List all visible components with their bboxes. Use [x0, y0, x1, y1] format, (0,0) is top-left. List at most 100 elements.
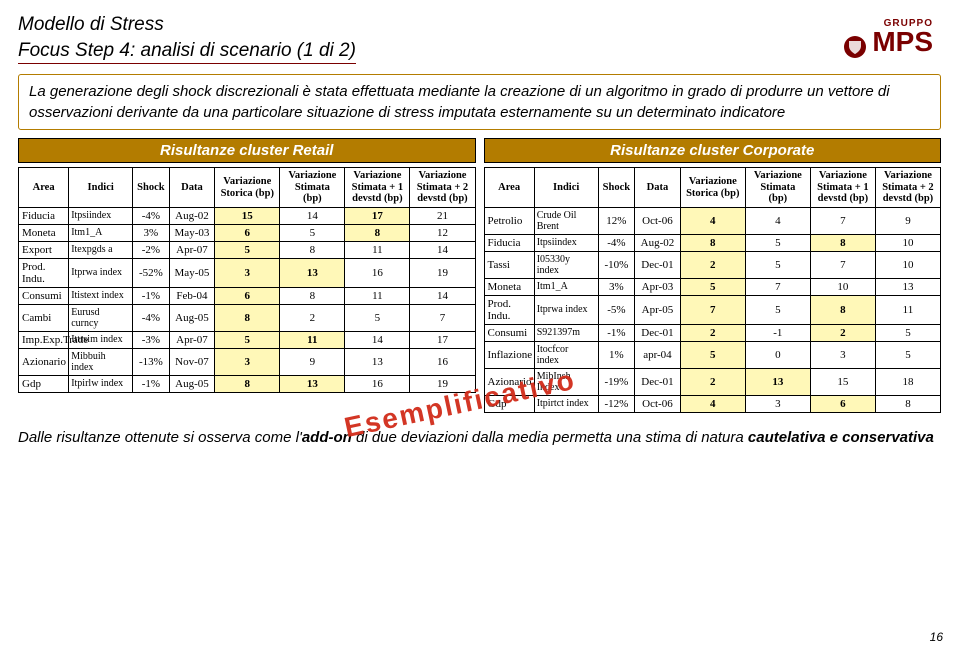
- table-row: AzionarioMibInshIndex-19%Dec-012131518: [484, 368, 941, 395]
- cell-value: 4: [680, 395, 745, 412]
- cell-value: 15: [215, 207, 280, 224]
- cell-shock: -4%: [133, 207, 170, 224]
- logo-big-text: MPS: [872, 26, 933, 57]
- cell-indici: Itocfcorindex: [534, 341, 598, 368]
- cell-indici: I05330yindex: [534, 251, 598, 278]
- gruppo-mps-logo: GRUPPO MPS: [842, 18, 933, 60]
- cell-value: 5: [345, 304, 410, 331]
- cell-shock: -4%: [598, 234, 635, 251]
- cell-value: 8: [345, 224, 410, 241]
- cell-indici: Itpirlw index: [69, 375, 133, 392]
- cell-value: 5: [280, 224, 345, 241]
- title-block: Modello di Stress Focus Step 4: analisi …: [18, 12, 941, 64]
- cell-value: 14: [345, 331, 410, 348]
- table-row: Prod. Indu.Itprwa index-52%May-053131619: [19, 258, 476, 287]
- cell-indici: Eurusdcurncy: [69, 304, 133, 331]
- table-row: PetrolioCrude OilBrent12%Oct-064479: [484, 207, 941, 234]
- cell-value: 3: [745, 395, 810, 412]
- cell-value: 7: [810, 207, 875, 234]
- cell-shock: -52%: [133, 258, 170, 287]
- cell-value: 5: [215, 241, 280, 258]
- col-header: Data: [635, 168, 681, 208]
- col-header: Area: [19, 168, 69, 208]
- cell-value: 9: [280, 348, 345, 375]
- cell-shock: -10%: [598, 251, 635, 278]
- cell-data: Oct-06: [635, 395, 681, 412]
- cell-indici: Itexpgds a: [69, 241, 133, 258]
- cluster-header-retail: Risultanze cluster Retail: [18, 138, 476, 163]
- cell-value: 5: [680, 278, 745, 295]
- cell-value: 16: [410, 348, 475, 375]
- cell-value: 7: [680, 295, 745, 324]
- cell-data: Nov-07: [169, 348, 215, 375]
- page-header: Modello di Stress Focus Step 4: analisi …: [18, 12, 941, 64]
- cell-data: Oct-06: [635, 207, 681, 234]
- cell-data: Dec-01: [635, 324, 681, 341]
- page-number: 16: [930, 630, 943, 644]
- title-line-1: Modello di Stress: [18, 12, 941, 38]
- corporate-table: AreaIndiciShockDataVariazioneStorica (bp…: [484, 167, 942, 413]
- cell-shock: -1%: [598, 324, 635, 341]
- cell-data: Apr-03: [635, 278, 681, 295]
- cell-value: 14: [410, 241, 475, 258]
- cell-value: 8: [875, 395, 940, 412]
- cell-value: 13: [345, 348, 410, 375]
- cell-value: 8: [810, 234, 875, 251]
- cell-shock: -1%: [133, 375, 170, 392]
- col-header: Shock: [133, 168, 170, 208]
- table-row: InflazioneItocfcorindex1%apr-045035: [484, 341, 941, 368]
- cell-value: 2: [680, 368, 745, 395]
- cell-value: 14: [410, 287, 475, 304]
- description-box: La generazione degli shock discrezionali…: [18, 74, 941, 130]
- cell-data: Aug-02: [635, 234, 681, 251]
- cell-area: Imp.Exp.Trade: [19, 331, 69, 348]
- cell-area: Azionario: [484, 368, 534, 395]
- cell-value: 6: [215, 224, 280, 241]
- cell-data: Apr-07: [169, 331, 215, 348]
- table-row: Prod. Indu.Itprwa index-5%Apr-0575811: [484, 295, 941, 324]
- cell-shock: -4%: [133, 304, 170, 331]
- cell-area: Fiducia: [484, 234, 534, 251]
- cell-shock: -2%: [133, 241, 170, 258]
- cell-value: 5: [215, 331, 280, 348]
- cell-data: apr-04: [635, 341, 681, 368]
- table-row: GdpItpirlw index-1%Aug-058131619: [19, 375, 476, 392]
- table-row: ConsumiItistext index-1%Feb-04681114: [19, 287, 476, 304]
- table-row: FiduciaItpsiindex-4%Aug-0215141721: [19, 207, 476, 224]
- cell-shock: -12%: [598, 395, 635, 412]
- title-line-2: Focus Step 4: analisi di scenario (1 di …: [18, 38, 356, 65]
- cell-area: Gdp: [19, 375, 69, 392]
- cell-area: Inflazione: [484, 341, 534, 368]
- cell-value: 15: [810, 368, 875, 395]
- footer-mid: di due deviazioni dalla media permetta u…: [352, 429, 748, 446]
- table-row: FiduciaItpsiindex-4%Aug-0285810: [484, 234, 941, 251]
- cell-area: Prod. Indu.: [484, 295, 534, 324]
- cell-value: 17: [410, 331, 475, 348]
- cell-indici: Itpsiindex: [69, 207, 133, 224]
- cell-value: 9: [875, 207, 940, 234]
- table-row: TassiI05330yindex-10%Dec-0125710: [484, 251, 941, 278]
- table-row: AzionarioMibbuihindex-13%Nov-07391316: [19, 348, 476, 375]
- cell-value: 2: [280, 304, 345, 331]
- cell-area: Fiducia: [19, 207, 69, 224]
- cell-value: 11: [345, 287, 410, 304]
- cell-value: 0: [745, 341, 810, 368]
- cell-value: 21: [410, 207, 475, 224]
- cell-indici: S921397m: [534, 324, 598, 341]
- cell-shock: -3%: [133, 331, 170, 348]
- cell-value: 13: [280, 258, 345, 287]
- cell-value: 2: [680, 251, 745, 278]
- cell-indici: Itprwa index: [69, 258, 133, 287]
- col-header: VariazioneStimata + 2devstd (bp): [410, 168, 475, 208]
- corporate-table-wrap: AreaIndiciShockDataVariazioneStorica (bp…: [484, 167, 942, 413]
- table-row: MonetaItm1_A3%Apr-03571013: [484, 278, 941, 295]
- cell-value: 17: [345, 207, 410, 224]
- cell-value: 8: [810, 295, 875, 324]
- cell-indici: Mibbuihindex: [69, 348, 133, 375]
- cell-value: 16: [345, 375, 410, 392]
- cell-value: 5: [745, 234, 810, 251]
- cell-value: 8: [215, 304, 280, 331]
- cell-value: -1: [745, 324, 810, 341]
- cell-value: 2: [680, 324, 745, 341]
- cluster-headers: Risultanze cluster Retail Risultanze clu…: [18, 138, 941, 163]
